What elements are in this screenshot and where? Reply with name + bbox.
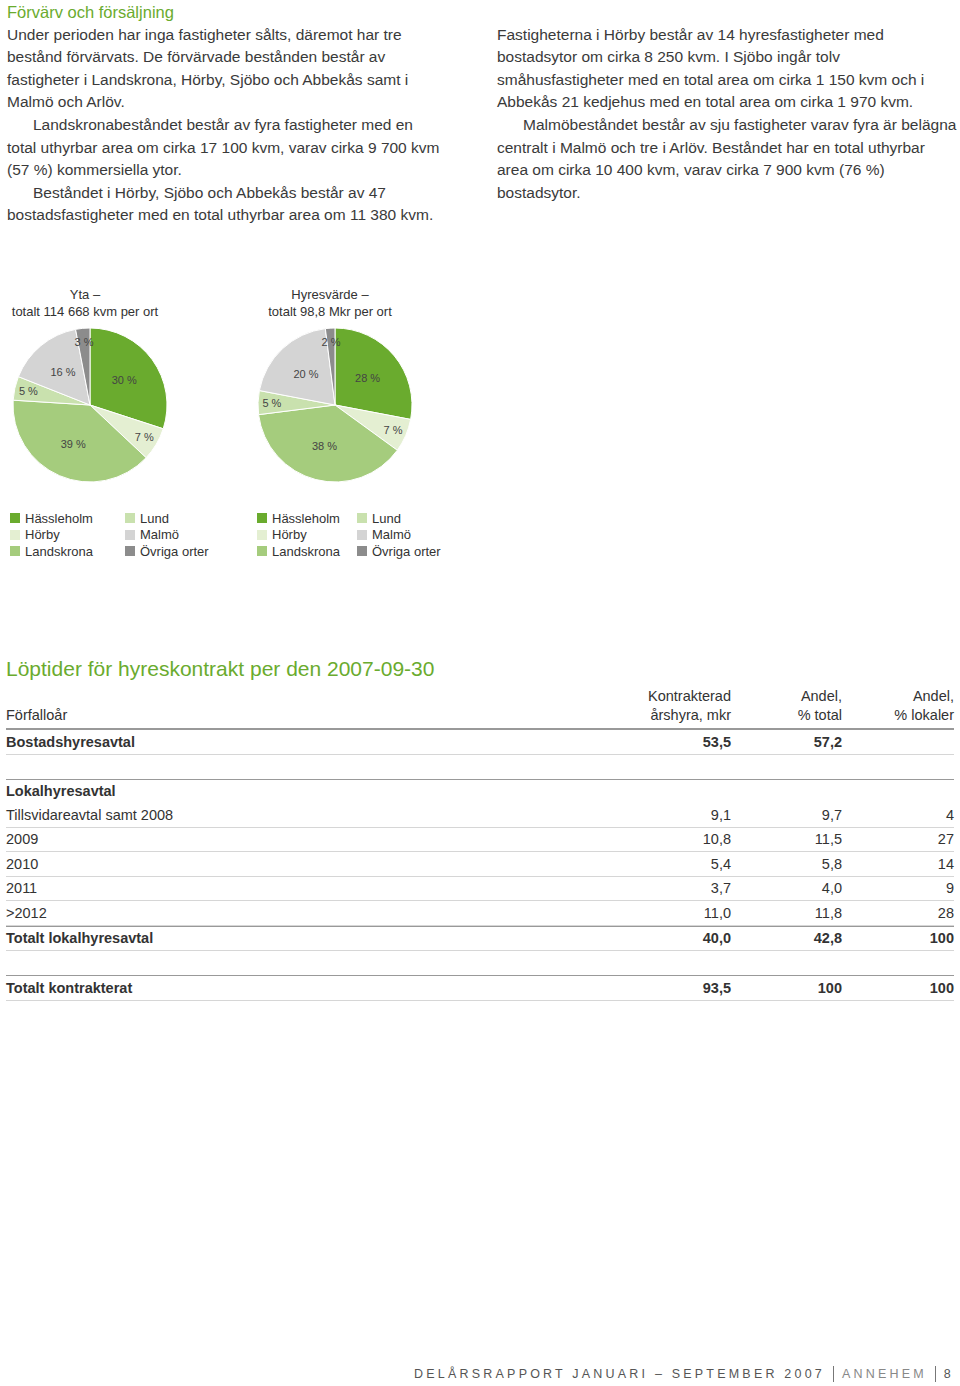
svg-text:7 %: 7 %	[135, 431, 154, 443]
html-text:42,8: 42,8	[813, 930, 842, 947]
html-text:totalt 114 668 kvm per ort: totalt 114 668 kvm per ort	[11, 304, 159, 319]
html-text:Kontrakterad: Kontrakterad	[648, 688, 731, 704]
html-text:årshyra, mkr: årshyra, mkr	[650, 707, 731, 723]
html-text:Landskronabeståndet består av: Landskronabeståndet består av fyra fasti…	[7, 116, 440, 179]
html-text:Fastigheterna i Hörby består a: Fastigheterna i Hörby består av 14 hyres…	[497, 25, 925, 111]
html-text:3,7: 3,7	[710, 880, 731, 897]
html-text:100: 100	[817, 979, 842, 996]
html-text:Hässleholm: Hässleholm	[25, 510, 93, 526]
html-text:2011: 2011	[6, 880, 38, 897]
html-text:Övriga orter: Övriga orter	[372, 543, 441, 559]
html-text:totalt 98,8 Mkr per ort: totalt 98,8 Mkr per ort	[268, 304, 392, 319]
html-text:Malmö: Malmö	[372, 527, 411, 543]
html-text:Hörby: Hörby	[25, 527, 60, 543]
html-text:14: 14	[937, 855, 954, 872]
html-text:57,2: 57,2	[813, 733, 842, 750]
html-text:DELÅRSRAPPORT JANUARI – SEPTEM: DELÅRSRAPPORT JANUARI – SEPTEMBER 2007	[414, 1367, 825, 1381]
html-text:93,5: 93,5	[702, 979, 731, 996]
html-text:Förfalloår: Förfalloår	[6, 707, 68, 723]
html-text:4,0: 4,0	[821, 880, 842, 897]
html-text:Hyresvärde –: Hyresvärde –	[291, 287, 369, 302]
html-text:5,4: 5,4	[710, 855, 731, 872]
html-text:Landskrona: Landskrona	[25, 543, 93, 559]
html-text:Beståndet i Hörby, Sjöbo och A: Beståndet i Hörby, Sjöbo och Abbekås bes…	[7, 183, 434, 224]
svg-text:5 %: 5 %	[262, 397, 281, 409]
html-text:100: 100	[929, 979, 954, 996]
html-text:53,5: 53,5	[702, 733, 731, 750]
html-text:Andel,: Andel,	[800, 688, 842, 704]
html-text:2009: 2009	[6, 831, 39, 848]
html-text:Malmöbeståndet består av sju f: Malmöbeståndet består av sju fastigheter…	[497, 116, 957, 201]
html-text:11,0: 11,0	[703, 904, 731, 921]
html-text:ANNEHEM: ANNEHEM	[841, 1367, 927, 1381]
svg-text:39 %: 39 %	[61, 438, 86, 450]
html-text:>2012: >2012	[6, 904, 47, 921]
svg-text:28 %: 28 %	[355, 372, 380, 384]
svg-text:2 %: 2 %	[322, 336, 341, 348]
html-text:9,1: 9,1	[710, 806, 731, 823]
html-text:Tillsvidareavtal samt 2008: Tillsvidareavtal samt 2008	[6, 806, 174, 823]
svg-text:5 %: 5 %	[19, 385, 38, 397]
html-text:Lund: Lund	[140, 510, 169, 526]
html-text:Landskrona: Landskrona	[272, 543, 340, 559]
html-text:Under perioden har inga fastig: Under perioden har inga fastigheter sålt…	[7, 25, 409, 111]
html-text:11,8: 11,8	[814, 904, 842, 921]
html-text:Lund: Lund	[372, 510, 401, 526]
html-text:Övriga orter: Övriga orter	[140, 543, 209, 559]
html-text:Hässleholm: Hässleholm	[272, 510, 340, 526]
html-text:27: 27	[937, 831, 954, 848]
html-text:Lokalhyresavtal: Lokalhyresavtal	[6, 783, 116, 800]
svg-text:30 %: 30 %	[112, 374, 137, 386]
html-text:11,5: 11,5	[814, 831, 842, 848]
html-text:Bostadshyresavtal: Bostadshyresavtal	[6, 733, 135, 750]
html-text:Löptider för hyreskontrakt per: Löptider för hyreskontrakt per den 2007-…	[6, 657, 435, 680]
html-text:Förvärv och försäljning: Förvärv och försäljning	[7, 3, 174, 21]
html-text:Totalt kontrakterat: Totalt kontrakterat	[6, 979, 133, 996]
html-text:100: 100	[929, 930, 954, 947]
html-text:5,8: 5,8	[821, 855, 842, 872]
svg-text:16 %: 16 %	[50, 366, 75, 378]
html-text:Andel,: Andel,	[912, 688, 954, 704]
svg-text:38 %: 38 %	[312, 440, 337, 452]
html-text:28: 28	[937, 904, 954, 921]
html-text:% total: % total	[797, 707, 842, 723]
svg-text:3 %: 3 %	[75, 336, 94, 348]
html-text:4: 4	[945, 806, 954, 823]
html-text:2010: 2010	[6, 855, 39, 872]
html-text:Yta –: Yta –	[69, 287, 101, 302]
html-text:Totalt lokalhyresavtal: Totalt lokalhyresavtal	[6, 930, 154, 947]
html-text:Malmö: Malmö	[140, 527, 179, 543]
svg-text:7 %: 7 %	[383, 424, 402, 436]
html-text:Hörby: Hörby	[272, 527, 307, 543]
svg-text:20 %: 20 %	[293, 368, 318, 380]
html-text:8: 8	[943, 1367, 954, 1381]
html-text:10,8: 10,8	[702, 831, 731, 848]
html-text:40,0: 40,0	[702, 930, 731, 947]
html-text:9,7: 9,7	[821, 806, 842, 823]
html-text:% lokaler: % lokaler	[894, 707, 954, 723]
html-text:9: 9	[945, 880, 954, 897]
